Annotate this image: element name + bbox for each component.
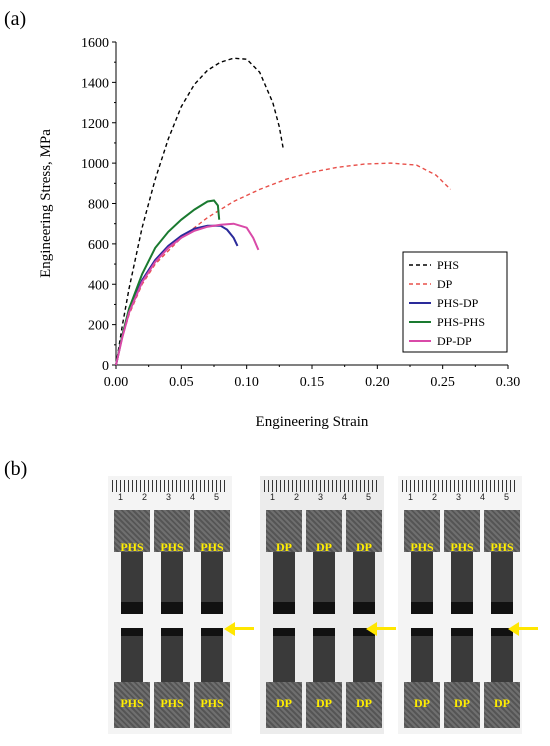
specimen-photo-phs-phs: 1 2 3 4 5 PHS PHS PHS PHS PHS PHS [108,476,232,734]
specimen-lower-half: PHS [194,628,230,728]
specimen-photo-dp-dp: 1 2 3 4 5 DP DP DP DP DP DP [260,476,384,734]
fracture-arrow-icon [224,622,254,636]
specimen-label-bottom: DP [316,696,332,710]
series-line-phs [115,57,284,366]
specimen-label-bottom: DP [454,696,470,710]
ruler-number: 3 [318,492,324,502]
specimen-lower-half: DP [404,628,440,728]
x-tick-label: 0.20 [365,375,390,390]
ruler-number: 5 [504,492,510,502]
legend-label: PHS [437,258,459,272]
ruler-number: 4 [190,492,196,502]
specimen-upper-half: PHS [404,510,440,620]
ruler-number: 4 [480,492,486,502]
y-tick-label: 400 [88,278,109,293]
ruler-number: 2 [294,492,300,502]
specimen-upper-half: DP [306,510,342,620]
y-tick-label: 1400 [81,76,109,91]
specimen-lower-half: DP [444,628,480,728]
y-tick-label: 1600 [81,36,109,51]
ruler-number: 4 [342,492,348,502]
ruler-number: 3 [166,492,172,502]
ruler-number: 2 [142,492,148,502]
specimen-photo-phs-dp: 1 2 3 4 5 PHS DP PHS DP PHS DP [398,476,522,734]
legend-label: DP-DP [437,334,472,348]
legend-label: PHS-PHS [437,315,485,329]
y-tick-label: 1000 [81,157,109,172]
specimen-label-bottom: DP [414,696,430,710]
specimen-label-bottom: DP [494,696,510,710]
ruler: 1 2 3 4 5 [398,480,522,502]
specimen-lower-half: DP [306,628,342,728]
y-tick-label: 800 [88,198,109,213]
legend-label: PHS-DP [437,296,479,310]
x-tick-label: 0.25 [430,375,455,390]
specimen-lower-half: PHS [114,628,150,728]
specimen-upper-half: PHS [444,510,480,620]
specimen-lower-half: DP [346,628,382,728]
specimen-lower-half: DP [266,628,302,728]
specimen-label-top: PHS [410,540,434,554]
specimen-label-top: DP [276,540,292,554]
specimen-label-top: PHS [200,540,224,554]
y-tick-label: 0 [102,359,109,374]
ruler-number: 2 [432,492,438,502]
ruler: 1 2 3 4 5 [260,480,384,502]
specimen-upper-half: PHS [114,510,150,620]
series-line-dp-dp [115,222,260,366]
legend-label: DP [437,277,453,291]
specimen-label-top: PHS [120,540,144,554]
y-tick-label: 200 [88,319,109,334]
specimen-label-bottom: PHS [120,696,144,710]
specimen-label-bottom: PHS [200,696,224,710]
x-tick-label: 0.15 [300,375,325,390]
panel-a-label: (a) [4,8,27,30]
x-tick-label: 0.05 [169,375,194,390]
x-axis-title: Engineering Strain [256,414,369,430]
specimen-label-top: DP [356,540,372,554]
x-tick-label: 0.10 [234,375,259,390]
specimen-lower-half: DP [484,628,520,728]
stress-strain-chart: 0 200 400 600 800 1000 1200 1400 1600 0.00 0.05 0.1… [38,36,521,430]
fracture-arrow-icon [366,622,396,636]
specimen-upper-half: PHS [154,510,190,620]
x-tick-label: 0.00 [104,375,129,390]
series-line-dp [115,162,451,366]
ruler: 1 2 3 4 5 [108,480,232,502]
specimen-label-top: DP [316,540,332,554]
x-tick-label: 0.30 [496,375,521,390]
specimen-label-top: PHS [160,540,184,554]
y-axis-title: Engineering Stress, MPa [38,129,54,278]
ruler-number: 1 [408,492,414,502]
specimen-upper-half: DP [346,510,382,620]
specimen-label-bottom: DP [276,696,292,710]
specimen-lower-half: PHS [154,628,190,728]
specimen-label-bottom: DP [356,696,372,710]
ruler-number: 1 [270,492,276,502]
specimen-upper-half: PHS [484,510,520,620]
specimen-label-top: PHS [490,540,514,554]
y-tick-label: 1200 [81,117,109,132]
ruler-number: 3 [456,492,462,502]
specimen-upper-half: PHS [194,510,230,620]
specimen-label-bottom: PHS [160,696,184,710]
y-tick-label: 600 [88,238,109,253]
panel-b-label: (b) [4,458,28,480]
series-line-phs-phs [115,199,221,366]
specimen-upper-half: DP [266,510,302,620]
fracture-arrow-icon [508,622,538,636]
specimen-label-top: PHS [450,540,474,554]
ruler-number: 5 [366,492,372,502]
ruler-number: 1 [118,492,124,502]
ruler-number: 5 [214,492,220,502]
